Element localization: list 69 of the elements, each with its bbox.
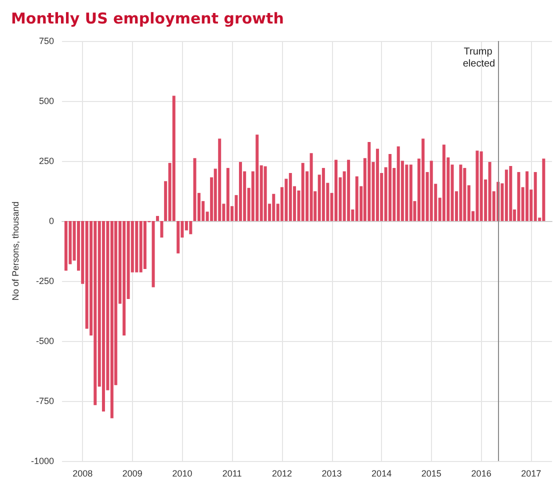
bar <box>139 221 142 272</box>
y-tick-label: 250 <box>38 156 54 166</box>
bar <box>193 158 196 221</box>
bar <box>422 138 425 221</box>
bar <box>143 221 146 269</box>
bar <box>355 176 358 221</box>
y-tick-label: 0 <box>48 216 54 226</box>
bar <box>534 172 537 221</box>
x-tick-label: 2008 <box>72 468 93 478</box>
bar <box>122 221 126 336</box>
bar <box>334 160 338 221</box>
bar <box>102 221 105 412</box>
bar <box>176 221 180 254</box>
bar <box>388 154 392 221</box>
y-tick-label: -750 <box>36 396 54 406</box>
bar <box>264 166 267 221</box>
bar <box>189 221 192 234</box>
bar <box>396 146 400 221</box>
bar <box>156 216 160 221</box>
x-tick-label: 2014 <box>372 468 392 478</box>
bar <box>310 153 313 221</box>
bar <box>405 164 408 221</box>
bar <box>160 221 164 238</box>
y-tick-label: 500 <box>38 96 54 106</box>
bar <box>509 166 512 221</box>
x-tick-label: 2015 <box>421 468 442 478</box>
bar <box>301 162 304 221</box>
y-tick-label: 750 <box>38 36 54 46</box>
x-tick-label: 2010 <box>172 468 192 478</box>
bar <box>218 138 222 221</box>
bar <box>110 221 114 418</box>
x-tick-label: 2013 <box>322 468 342 478</box>
bar <box>517 172 520 221</box>
bar <box>526 171 529 221</box>
bar <box>256 134 259 221</box>
bar <box>135 221 138 272</box>
x-tick-label: 2017 <box>521 468 542 478</box>
y-tick-label: -500 <box>36 336 54 346</box>
bar <box>409 164 412 221</box>
bar <box>288 173 292 221</box>
x-tick-label: 2009 <box>122 468 142 478</box>
bar <box>442 144 446 221</box>
x-tick-label: 2011 <box>222 468 242 478</box>
y-tick-label: -250 <box>36 276 54 286</box>
bar <box>272 194 276 221</box>
x-tick-label: 2016 <box>471 468 492 478</box>
y-tick-label: -1000 <box>30 456 54 466</box>
bar <box>488 162 492 221</box>
bar <box>376 148 379 221</box>
bar <box>463 168 466 221</box>
y-axis-title: No of Persons, thousand <box>10 201 21 301</box>
bar <box>226 168 230 221</box>
ref-line-label: Trump elected <box>462 46 496 70</box>
bar <box>322 168 325 221</box>
bar <box>542 158 546 221</box>
bar <box>504 170 508 221</box>
x-tick-label: 2012 <box>272 468 292 478</box>
bar <box>476 150 479 221</box>
bar <box>368 142 371 221</box>
bar <box>64 221 68 271</box>
bar <box>480 151 483 221</box>
bar <box>347 160 350 221</box>
bar <box>172 96 176 221</box>
bar <box>238 162 242 221</box>
bar <box>94 221 97 406</box>
bar <box>430 160 433 221</box>
bar <box>152 221 155 288</box>
bar <box>459 164 462 221</box>
chart-title: Monthly US employment growth <box>11 10 284 28</box>
